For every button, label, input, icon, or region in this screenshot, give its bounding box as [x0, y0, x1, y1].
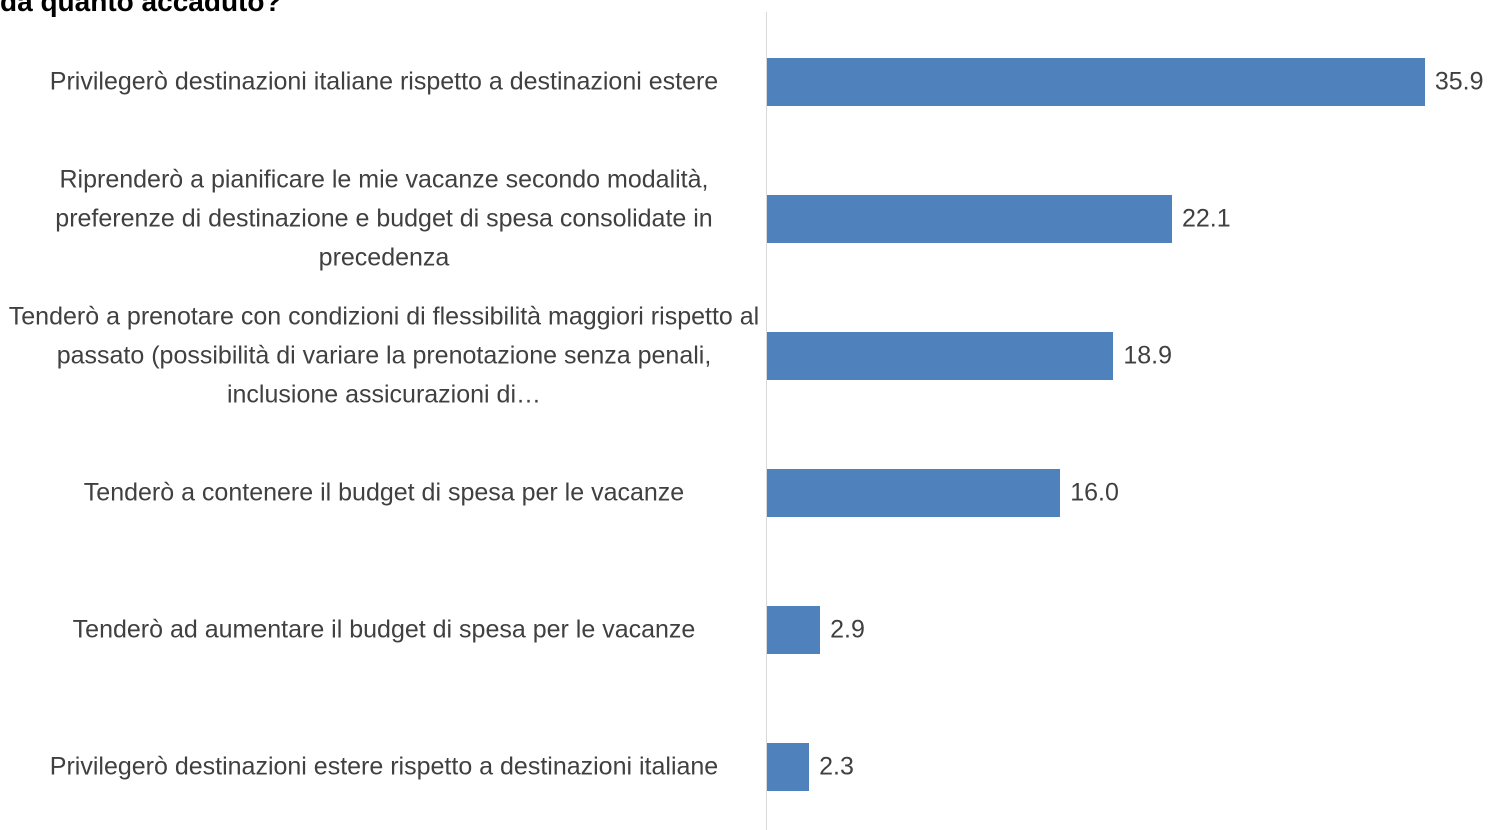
- data-label: 35.9: [1434, 67, 1484, 96]
- category-label: Riprenderò a pianificare le mie vacanze …: [55, 165, 713, 272]
- bar: [767, 606, 821, 654]
- bar: [767, 332, 1114, 380]
- data-label: 18.9: [1123, 341, 1172, 370]
- category-label: Tenderò ad aumentare il budget di spesa …: [72, 615, 696, 644]
- data-label: 2.3: [819, 752, 854, 781]
- data-label: 22.1: [1181, 204, 1231, 233]
- data-label: 2.9: [830, 615, 865, 644]
- chart-title: da quanto accaduto?: [0, 0, 282, 17]
- data-label: 16.0: [1070, 478, 1119, 507]
- bar: [767, 195, 1172, 243]
- category-label: Privilegerò destinazioni estere rispetto…: [49, 752, 719, 781]
- category-label: Privilegerò destinazioni italiane rispet…: [49, 67, 719, 96]
- bar: [767, 469, 1061, 517]
- bar: [767, 58, 1425, 106]
- category-axis: [766, 12, 767, 830]
- bar: [767, 743, 810, 791]
- category-label: Tenderò a contenere il budget di spesa p…: [83, 478, 685, 507]
- category-label: Tenderò a prenotare con condizioni di fl…: [8, 302, 760, 409]
